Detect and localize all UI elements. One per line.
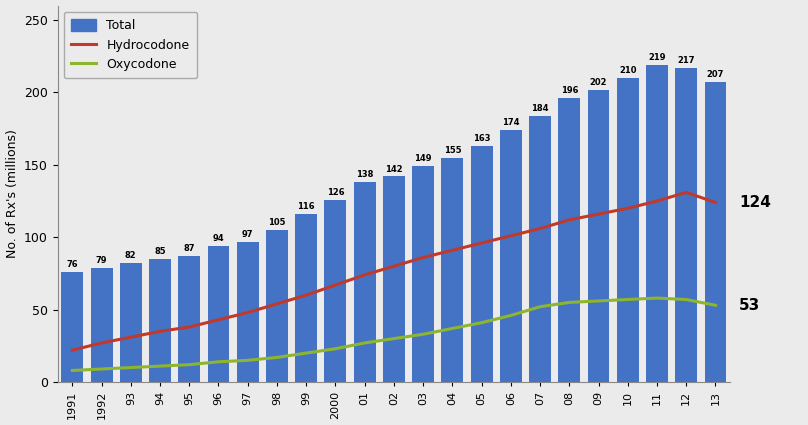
Legend: Total, Hydrocodone, Oxycodone: Total, Hydrocodone, Oxycodone — [64, 12, 197, 78]
Bar — [441, 158, 463, 382]
Bar — [266, 230, 288, 382]
Bar — [587, 90, 609, 382]
Text: 87: 87 — [183, 244, 195, 253]
Bar — [295, 214, 318, 382]
Text: 217: 217 — [677, 56, 695, 65]
Bar — [383, 176, 405, 382]
Text: 155: 155 — [444, 146, 461, 155]
Text: 184: 184 — [532, 104, 549, 113]
Text: 149: 149 — [415, 154, 432, 163]
Bar — [179, 256, 200, 382]
Text: 210: 210 — [619, 66, 637, 75]
Text: 97: 97 — [242, 230, 254, 239]
Bar — [412, 166, 434, 382]
Text: 163: 163 — [473, 134, 490, 143]
Bar — [646, 65, 668, 382]
Bar — [149, 259, 171, 382]
Text: 94: 94 — [213, 234, 225, 243]
Bar — [617, 78, 639, 382]
Bar — [61, 272, 83, 382]
Text: 53: 53 — [739, 298, 760, 313]
Bar — [675, 68, 697, 382]
Text: 79: 79 — [96, 256, 107, 265]
Text: 219: 219 — [648, 53, 666, 62]
Bar — [354, 182, 376, 382]
Text: 196: 196 — [561, 86, 578, 95]
Text: 116: 116 — [297, 202, 315, 211]
Bar — [470, 146, 493, 382]
Bar — [208, 246, 229, 382]
Bar — [529, 116, 551, 382]
Bar — [500, 130, 522, 382]
Text: 142: 142 — [385, 164, 402, 173]
Y-axis label: No. of Rx's (millions): No. of Rx's (millions) — [6, 129, 19, 258]
Bar — [558, 98, 580, 382]
Text: 126: 126 — [326, 188, 344, 197]
Text: 207: 207 — [707, 71, 724, 79]
Text: 124: 124 — [739, 195, 771, 210]
Text: 76: 76 — [66, 260, 78, 269]
Text: 138: 138 — [356, 170, 373, 179]
Text: 85: 85 — [154, 247, 166, 256]
Bar — [325, 200, 347, 382]
Bar — [120, 264, 141, 382]
Text: 105: 105 — [268, 218, 286, 227]
Text: 202: 202 — [590, 78, 608, 87]
Bar — [237, 241, 259, 382]
Text: 174: 174 — [502, 118, 520, 127]
Bar — [90, 268, 112, 382]
Text: 82: 82 — [125, 252, 137, 261]
Bar — [705, 82, 726, 382]
